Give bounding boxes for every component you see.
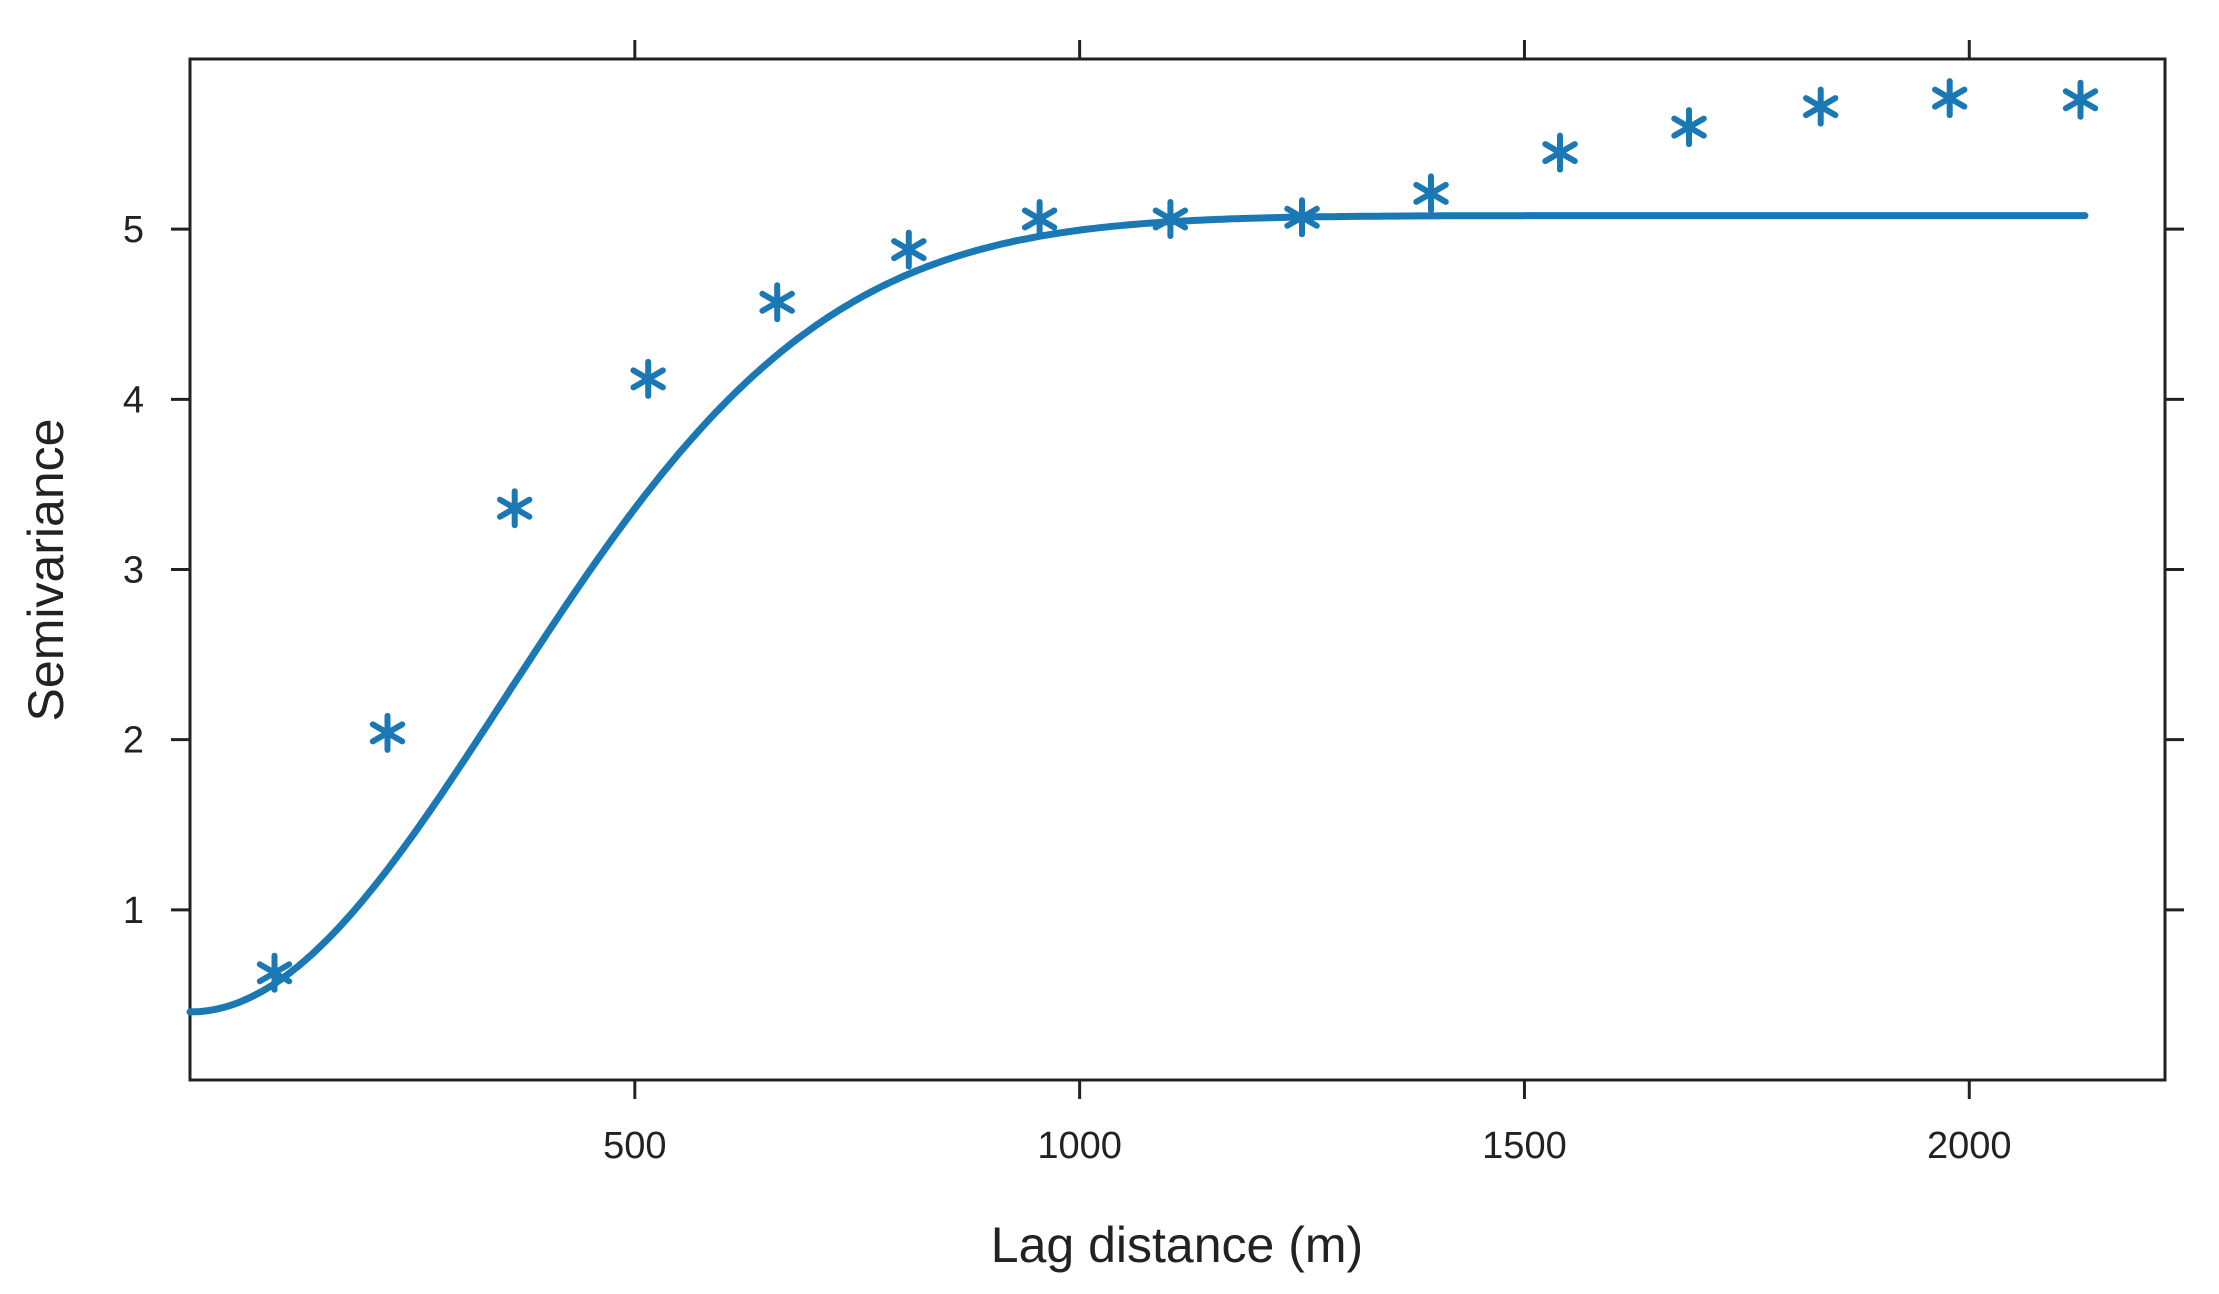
data-point bbox=[1803, 86, 1839, 127]
data-point bbox=[1542, 132, 1578, 173]
y-axis-title: Semivariance bbox=[18, 419, 74, 722]
data-point bbox=[1932, 78, 1968, 119]
x-tick-label: 1000 bbox=[1037, 1125, 1122, 1167]
data-point bbox=[1671, 107, 1707, 148]
data-point bbox=[630, 358, 666, 399]
x-tick-label: 2000 bbox=[1927, 1125, 2012, 1167]
x-tick-label: 500 bbox=[603, 1125, 666, 1167]
data-point bbox=[891, 229, 927, 270]
data-point bbox=[1021, 199, 1058, 239]
data-point bbox=[1413, 173, 1449, 214]
data-point bbox=[1284, 197, 1320, 238]
data-point bbox=[2062, 79, 2099, 120]
data-point bbox=[1152, 199, 1189, 239]
data-point bbox=[759, 282, 795, 323]
y-tick-label: 2 bbox=[123, 720, 144, 762]
data-point bbox=[497, 488, 533, 529]
model-fit-line bbox=[186, 212, 2089, 1016]
y-tick-label: 1 bbox=[123, 890, 144, 932]
y-tick-label: 4 bbox=[123, 379, 144, 421]
x-tick-label: 1500 bbox=[1482, 1125, 1567, 1167]
y-tick-label: 3 bbox=[123, 550, 144, 592]
x-axis-title: Lag distance (m) bbox=[991, 1217, 1363, 1273]
tick-marks bbox=[171, 40, 2184, 1099]
y-tick-label: 5 bbox=[123, 209, 144, 251]
data-point bbox=[369, 712, 406, 753]
tick-labels: 500 1000 1500 2000 1 2 3 4 5 bbox=[123, 209, 2012, 1167]
data-point bbox=[256, 952, 293, 993]
empirical-points bbox=[256, 78, 2099, 993]
